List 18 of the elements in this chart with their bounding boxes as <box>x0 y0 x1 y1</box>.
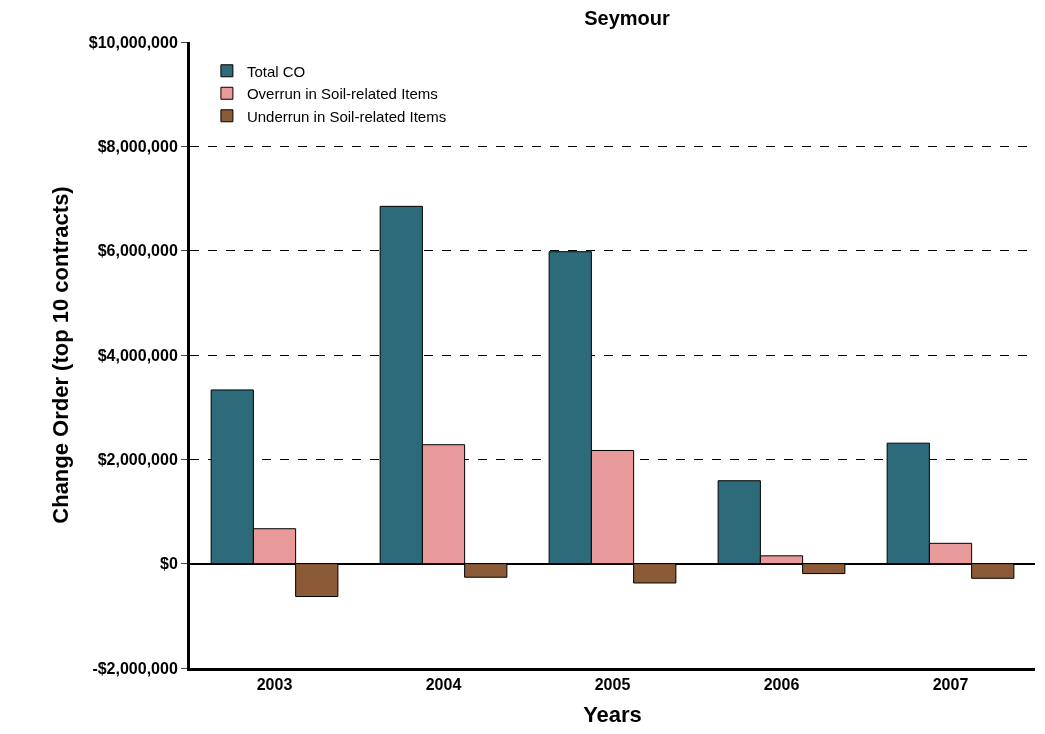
y-tick-label: $10,000,000 <box>88 33 178 51</box>
x-tick-label: 2004 <box>425 676 462 694</box>
legend-label: Total CO <box>246 62 306 80</box>
x-tick-label: 2006 <box>763 676 800 694</box>
x-tick-label: 2005 <box>594 676 631 694</box>
x-axis-title: Years <box>583 702 642 728</box>
y-tick-label: $6,000,000 <box>97 242 178 260</box>
y-tick-label: $2,000,000 <box>97 450 178 468</box>
y-tick-label: $0 <box>160 555 178 573</box>
y-tick-label: -$2,000,000 <box>92 659 178 677</box>
legend-label: Underrun in Soil-related Items <box>246 107 447 125</box>
legend-label: Overrun in Soil-related Items <box>246 85 438 103</box>
y-axis-title: Change Order (top 10 contracts) <box>47 186 73 524</box>
chart-title: Seymour <box>584 7 671 30</box>
x-tick-label: 2003 <box>256 676 293 694</box>
x-tick-label: 2007 <box>932 676 969 694</box>
y-tick-label: $4,000,000 <box>97 346 178 364</box>
y-tick-label: $8,000,000 <box>97 137 178 155</box>
